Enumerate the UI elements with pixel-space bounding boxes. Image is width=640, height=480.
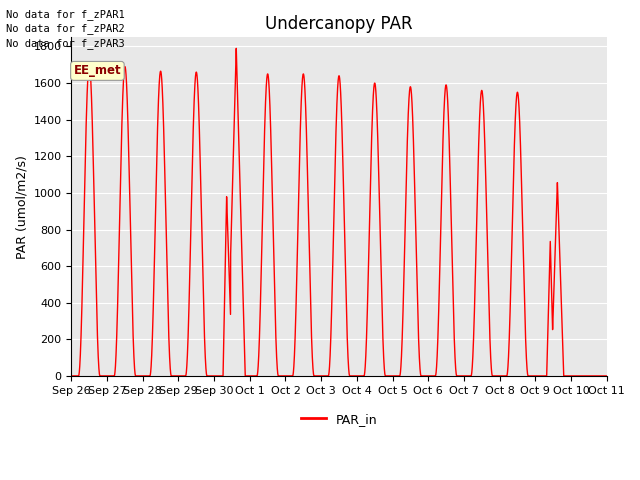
- Text: No data for f_zPAR2: No data for f_zPAR2: [6, 23, 125, 34]
- Legend: PAR_in: PAR_in: [296, 408, 382, 431]
- Text: No data for f_zPAR3: No data for f_zPAR3: [6, 37, 125, 48]
- Y-axis label: PAR (umol/m2/s): PAR (umol/m2/s): [15, 155, 28, 259]
- Text: No data for f_zPAR1: No data for f_zPAR1: [6, 9, 125, 20]
- Text: EE_met: EE_met: [74, 64, 121, 77]
- Title: Undercanopy PAR: Undercanopy PAR: [265, 15, 413, 33]
